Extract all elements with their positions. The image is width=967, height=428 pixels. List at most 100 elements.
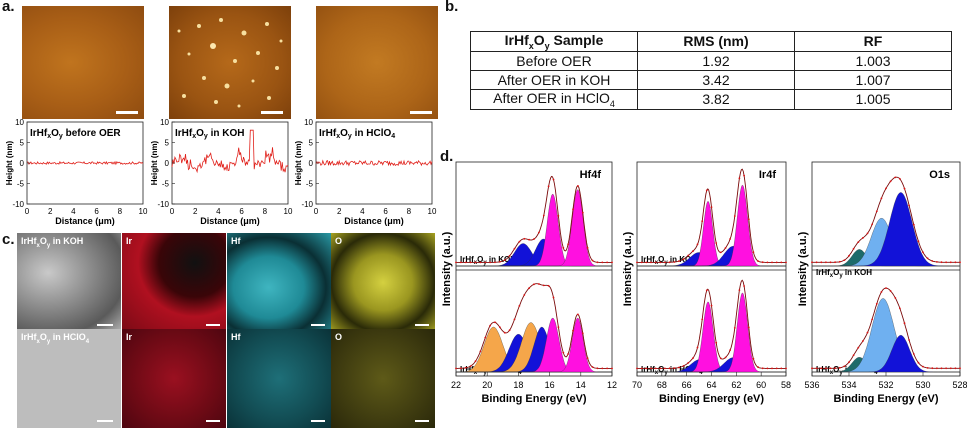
- data-point: [733, 327, 736, 329]
- data-point: [719, 251, 722, 254]
- data-point: [940, 261, 943, 264]
- data-point: [871, 223, 873, 226]
- data-point: [533, 238, 535, 240]
- data-point: [494, 261, 496, 264]
- x-tick-label: 10: [139, 207, 148, 216]
- x-tick-label: 64: [706, 380, 716, 390]
- scale-bar: [116, 111, 138, 114]
- data-point: [547, 284, 550, 287]
- data-point: [945, 367, 947, 370]
- data-point: [640, 367, 643, 370]
- xps-panel-hf4f: Hf4f IrHfxOy in KOH IrHfxOy in HClO4: [455, 161, 613, 377]
- eds-map-hf-hclo4: Hf: [227, 329, 331, 428]
- data-point: [586, 357, 589, 359]
- y-tick-label: 10: [160, 119, 169, 127]
- profile-label: IrHfxOy before OER: [30, 128, 121, 140]
- data-point: [499, 326, 501, 329]
- y-tick-label: 10: [15, 119, 24, 127]
- table-cell: 1.005: [794, 88, 952, 110]
- data-point: [903, 322, 906, 325]
- data-point: [715, 242, 718, 244]
- data-point: [460, 367, 462, 370]
- data-point: [743, 174, 745, 177]
- data-point: [701, 318, 704, 321]
- data-point: [719, 357, 722, 360]
- eds-map-o-hclo4: O: [331, 329, 435, 428]
- data-point: [811, 367, 813, 370]
- data-point: [738, 289, 741, 291]
- data-point: [682, 365, 685, 367]
- data-point: [959, 367, 961, 370]
- data-point: [834, 367, 836, 370]
- data-point: [857, 241, 860, 244]
- x-axis-label: Binding Energy (eV): [833, 393, 938, 405]
- data-point: [673, 261, 676, 263]
- data-point: [542, 214, 545, 217]
- data-point: [959, 261, 961, 264]
- data-point: [508, 254, 511, 257]
- data-point: [761, 367, 764, 370]
- data-point: [949, 367, 952, 370]
- data-point: [572, 208, 574, 211]
- data-point: [848, 254, 850, 257]
- data-point: [825, 261, 827, 264]
- data-point: [682, 258, 685, 260]
- data-point: [645, 261, 648, 264]
- data-point: [586, 246, 589, 249]
- x-tick-label: 18: [513, 380, 523, 390]
- data-point: [747, 326, 750, 329]
- x-tick-label: 22: [451, 380, 461, 390]
- data-point: [912, 223, 915, 226]
- data-point: [729, 238, 731, 240]
- data-point: [766, 367, 769, 370]
- data-point: [591, 259, 594, 262]
- data-point: [829, 261, 832, 264]
- data-point: [866, 331, 869, 334]
- scale-bar: [415, 324, 429, 326]
- data-point: [926, 257, 929, 260]
- y-tick-label: 5: [309, 139, 314, 148]
- fit-component: [637, 184, 786, 267]
- data-point: [743, 285, 745, 287]
- x-tick-label: 10: [284, 207, 293, 216]
- data-point: [903, 187, 906, 190]
- panel-label-c: c.: [2, 231, 15, 248]
- y-tick-label: 0: [309, 159, 314, 168]
- data-point: [926, 367, 929, 369]
- data-point: [936, 261, 938, 263]
- data-point: [611, 261, 613, 264]
- data-point: [701, 220, 704, 223]
- data-point: [724, 247, 727, 249]
- data-point: [838, 260, 841, 263]
- y-tick-label: -5: [17, 180, 25, 189]
- data-point: [474, 360, 477, 363]
- eds-map-ir-koh: Ir: [122, 233, 226, 332]
- data-point: [843, 259, 846, 261]
- y-tick-label: 10: [304, 119, 313, 127]
- data-point: [889, 180, 892, 183]
- data-point: [899, 307, 901, 310]
- fit-component: [456, 317, 612, 373]
- x-tick-label: 62: [731, 380, 741, 390]
- x-tick-label: 534: [841, 380, 856, 390]
- x-tick-label: 4: [71, 207, 76, 216]
- x-tick-label: 8: [407, 207, 412, 216]
- data-point: [636, 367, 638, 370]
- data-point: [678, 366, 680, 369]
- profile-line: [315, 159, 433, 167]
- data-point: [678, 260, 680, 262]
- data-point: [528, 287, 530, 289]
- data-point: [523, 237, 526, 240]
- data-point: [518, 305, 521, 307]
- data-point: [931, 367, 934, 370]
- data-point: [862, 237, 864, 239]
- data-point: [513, 318, 516, 321]
- data-point: [601, 261, 604, 264]
- data-point: [668, 261, 671, 264]
- fit-component: [812, 298, 960, 373]
- data-point: [866, 232, 869, 235]
- x-tick-label: 66: [682, 380, 692, 390]
- data-point: [820, 261, 823, 264]
- x-tick-label: 2: [193, 207, 198, 216]
- table-cell: 1.003: [794, 50, 952, 71]
